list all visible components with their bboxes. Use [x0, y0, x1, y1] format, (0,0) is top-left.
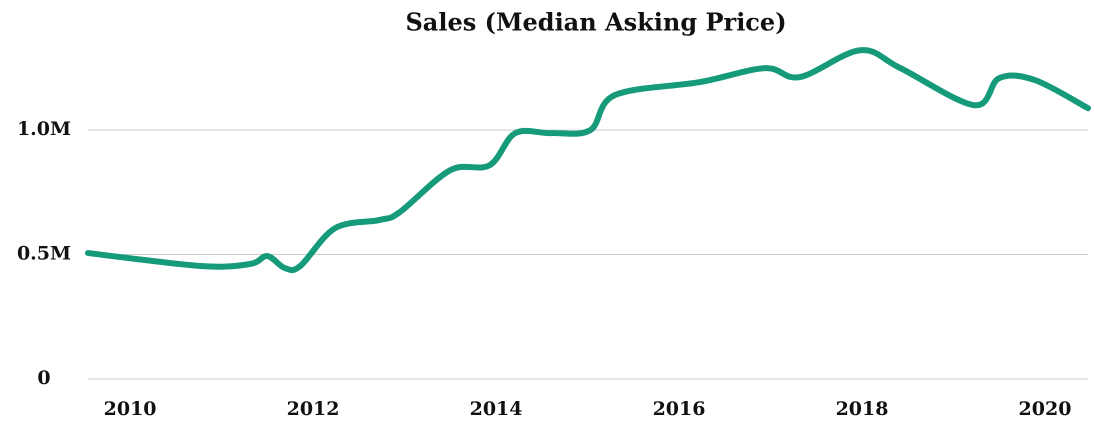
x-tick-label: 2018: [836, 398, 889, 420]
line: [85, 47, 1091, 274]
chart-title: Sales (Median Asking Price): [405, 8, 786, 37]
x-tick-label: 2014: [470, 398, 523, 420]
y-tick-label: 0: [37, 367, 50, 389]
x-tick-label: 2010: [104, 398, 157, 420]
x-tick-label: 2012: [287, 398, 340, 420]
y-tick-label: 1.0M: [17, 118, 71, 140]
y-tick-label: 0.5M: [17, 243, 71, 265]
x-tick-label: 2020: [1019, 398, 1072, 420]
x-tick-label: 2016: [653, 398, 706, 420]
